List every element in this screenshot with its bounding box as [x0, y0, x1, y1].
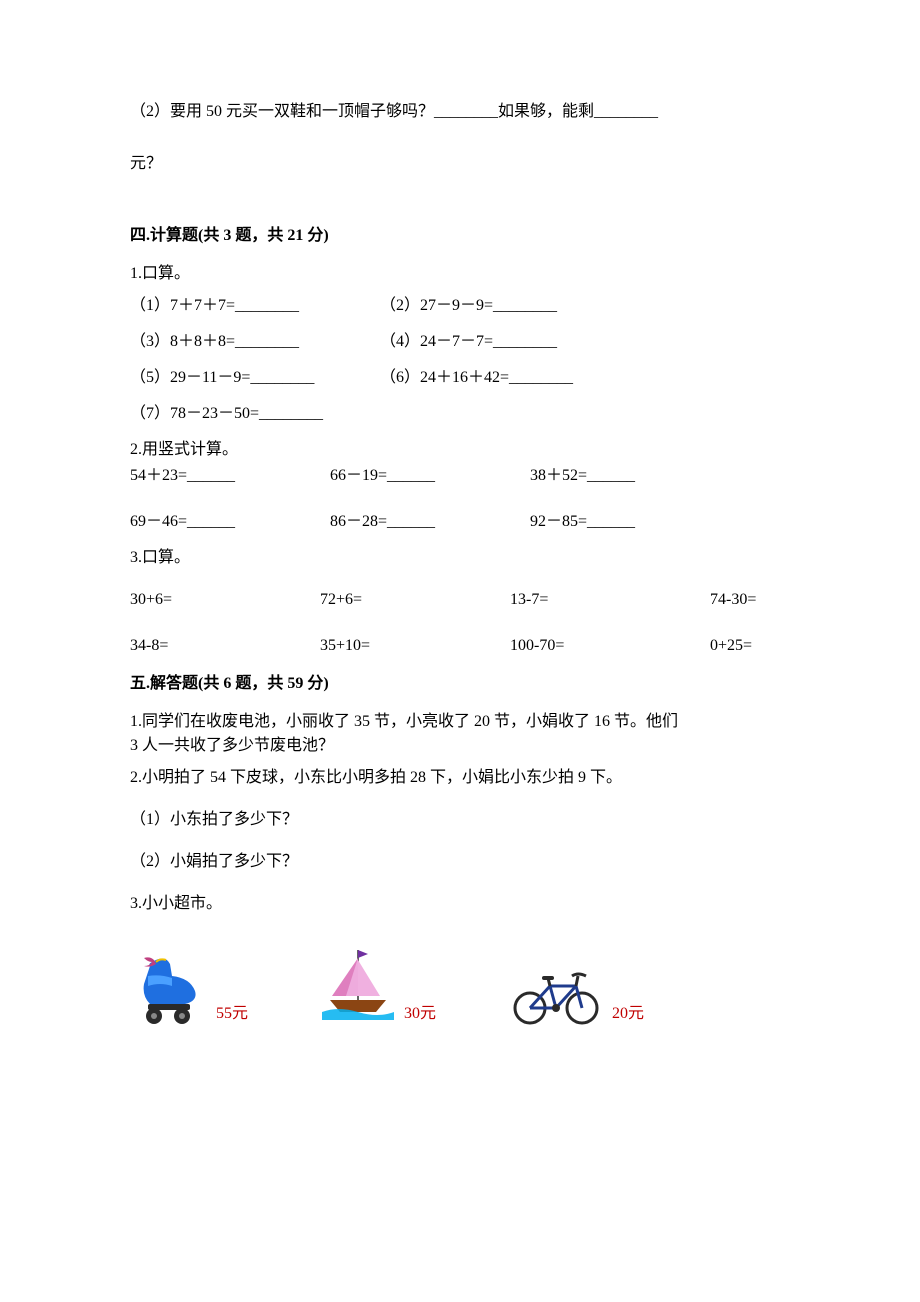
prev-q2-line1: （2）要用 50 元买一双鞋和一顶帽子够吗？________如果够，能剩____… — [130, 100, 790, 124]
sec4-q1-6: （6）24＋16＋42=________ — [380, 366, 660, 390]
spacer — [130, 798, 790, 808]
sec4-q1-row3: （5）29－11－9=________ （6）24＋16＋42=________ — [130, 366, 790, 390]
section5-title: 五.解答题(共 6 题，共 59 分) — [130, 672, 790, 696]
sec5-q1-line2: 3 人一共收了多少节废电池？ — [130, 734, 790, 758]
sec4-q3-b1: 34-8= — [130, 634, 320, 658]
sec4-q2-b2: 86－28=______ — [330, 510, 530, 534]
sec4-q1-1: （1）7＋7＋7=________ — [130, 294, 380, 318]
sec4-q3-a4: 74-30= — [710, 588, 756, 612]
spacer — [130, 882, 790, 892]
sec4-q1-2: （2）27－9－9=________ — [380, 294, 660, 318]
sec4-q1-5: （5）29－11－9=________ — [130, 366, 380, 390]
spacer — [130, 184, 790, 224]
product-bike: 20元 — [506, 966, 644, 1026]
spacer — [130, 624, 790, 634]
sec4-q2-row1: 54＋23=______ 66－19=______ 38＋52=______ — [130, 464, 790, 488]
sec5-q1-line1: 1.同学们在收废电池，小丽收了 35 节，小亮收了 20 节，小娟收了 16 节… — [130, 710, 790, 734]
sec4-q3-row2: 34-8= 35+10= 100-70= 0+25= — [130, 634, 790, 658]
bicycle-icon — [506, 966, 606, 1026]
sec4-q2-a2: 66－19=______ — [330, 464, 530, 488]
sec4-q1-title: 1.口算。 — [130, 262, 790, 286]
sec4-q3-a2: 72+6= — [320, 588, 510, 612]
sec4-q2-title: 2.用竖式计算。 — [130, 438, 790, 462]
price-bike: 20元 — [612, 1002, 644, 1026]
sec4-q3-a3: 13-7= — [510, 588, 710, 612]
price-skate: 55元 — [216, 1002, 248, 1026]
sec4-q1-7: （7）78－23－50=________ — [130, 402, 380, 426]
sec4-q2-a1: 54＋23=______ — [130, 464, 330, 488]
sec4-q2-a3: 38＋52=______ — [530, 464, 635, 488]
sec5-q2-sub2: （2）小娟拍了多少下？ — [130, 850, 790, 874]
sec4-q1-3: （3）8＋8＋8=________ — [130, 330, 380, 354]
spacer — [130, 840, 790, 850]
prev-q2-line2: 元？ — [130, 152, 790, 176]
sec4-q2-b1: 69－46=______ — [130, 510, 330, 534]
sec4-q3-b3: 100-70= — [510, 634, 710, 658]
sec4-q1-row1: （1）7＋7＋7=________ （2）27－9－9=________ — [130, 294, 790, 318]
page: （2）要用 50 元买一双鞋和一顶帽子够吗？________如果够，能剩____… — [0, 0, 920, 1086]
sec5-q2-sub1: （1）小东拍了多少下？ — [130, 808, 790, 832]
sec5-q2-line1: 2.小明拍了 54 下皮球，小东比小明多拍 28 下，小娟比小东少拍 9 下。 — [130, 766, 790, 790]
sec4-q1-4: （4）24－7－7=________ — [380, 330, 660, 354]
product-skate: 55元 — [130, 956, 248, 1026]
sailboat-icon — [318, 946, 398, 1026]
spacer — [130, 132, 790, 152]
sec4-q2-row2: 69－46=______ 86－28=______ 92－85=______ — [130, 510, 790, 534]
section4-title: 四.计算题(共 3 题，共 21 分) — [130, 224, 790, 248]
sec5-q3-title: 3.小小超市。 — [130, 892, 790, 916]
product-row: 55元 30元 — [130, 946, 790, 1026]
sec4-q3-b4: 0+25= — [710, 634, 752, 658]
sec4-q1-row4: （7）78－23－50=________ — [130, 402, 790, 426]
sec4-q3-a1: 30+6= — [130, 588, 320, 612]
roller-skate-icon — [130, 956, 210, 1026]
sec4-q2-b3: 92－85=______ — [530, 510, 635, 534]
sec4-q1-row2: （3）8＋8＋8=________ （4）24－7－7=________ — [130, 330, 790, 354]
sec4-q3-title: 3.口算。 — [130, 546, 790, 570]
sec4-q3-row1: 30+6= 72+6= 13-7= 74-30= — [130, 588, 790, 612]
product-boat: 30元 — [318, 946, 436, 1026]
sec4-q3-b2: 35+10= — [320, 634, 510, 658]
spacer — [130, 578, 790, 588]
spacer — [130, 500, 790, 510]
price-boat: 30元 — [404, 1002, 436, 1026]
